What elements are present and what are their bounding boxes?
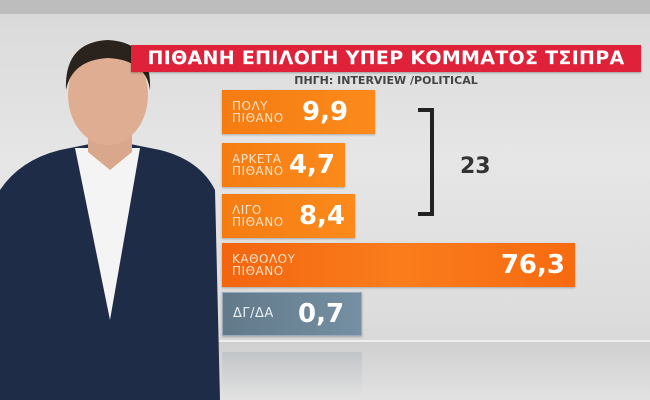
bar-label: ΠΙΘΑΝΟ bbox=[232, 264, 284, 278]
bar-reflection bbox=[222, 352, 362, 396]
bar-label: ΚΑΘΟΛΟΥ bbox=[232, 252, 296, 266]
politician-photo bbox=[0, 40, 220, 400]
bar-ligo-pithano: ΛΙΓΟ ΠΙΘΑΝΟ 8,4 bbox=[222, 194, 355, 238]
bar-label: ΠΙΘΑΝΟ bbox=[232, 111, 284, 125]
bar-value: 0,7 bbox=[298, 299, 345, 329]
group-total: 23 bbox=[460, 154, 491, 179]
chart-title: ΠΙΘΑΝΗ ΕΠΙΛΟΓΗ ΥΠΕΡ ΚΟΜΜΑΤΟΣ ΤΣΙΠΡΑ bbox=[131, 45, 641, 72]
bar-value: 9,9 bbox=[302, 97, 349, 127]
top-strip bbox=[0, 0, 650, 14]
bar-value: 4,7 bbox=[288, 150, 335, 180]
bar-label: ΑΡΚΕΤΑ bbox=[232, 152, 282, 166]
bar-label: ΠΟΛΥ bbox=[232, 99, 269, 113]
bar-label: ΠΙΘΑΝΟ bbox=[232, 164, 284, 178]
bar-value: 8,4 bbox=[298, 201, 345, 231]
bar-arketa-pithano: ΑΡΚΕΤΑ ΠΙΘΑΝΟ 4,7 bbox=[222, 143, 345, 187]
bar-dg-da: ΔΓ/ΔΑ 0,7 bbox=[222, 292, 362, 336]
bar-label: ΠΙΘΑΝΟ bbox=[232, 215, 284, 229]
bar-katholou-pithano: ΚΑΘΟΛΟΥ ΠΙΘΑΝΟ 76,3 bbox=[222, 243, 575, 287]
chart-source: ΠΗΓΗ: INTERVIEW /POLITICAL bbox=[294, 74, 478, 87]
group-bracket bbox=[418, 108, 434, 216]
bar-value: 76,3 bbox=[500, 250, 565, 280]
bar-label: ΔΓ/ΔΑ bbox=[233, 306, 274, 321]
bar-label: ΛΙΓΟ bbox=[232, 203, 262, 217]
bar-poly-pithano: ΠΟΛΥ ΠΙΘΑΝΟ 9,9 bbox=[222, 90, 375, 134]
